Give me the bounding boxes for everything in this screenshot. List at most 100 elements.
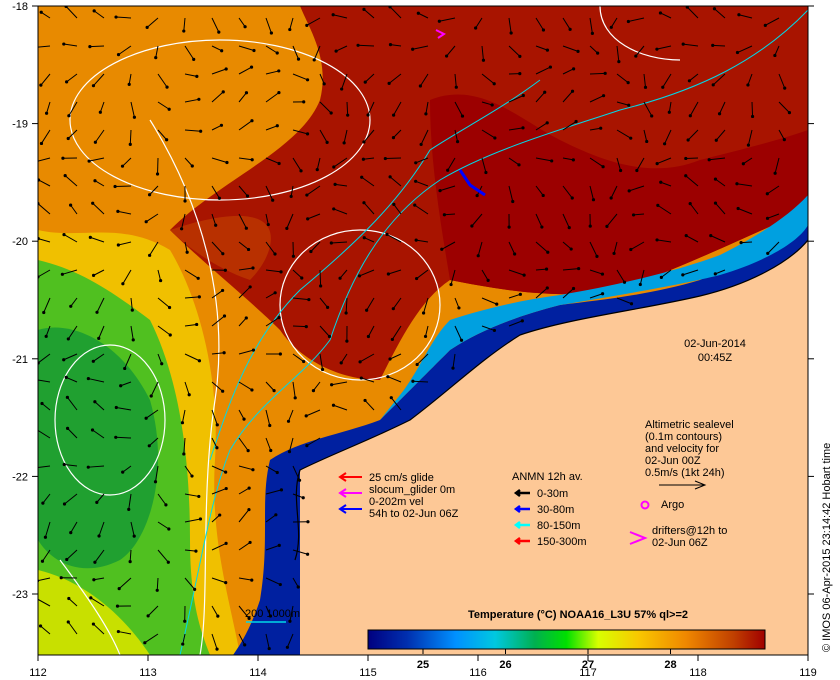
velocity-arrow-head [305,23,309,27]
velocity-arrow [157,269,162,281]
velocity-arrow [331,241,348,244]
velocity-arrow-head [492,328,497,333]
velocity-arrow-head [520,319,524,323]
velocity-arrow [94,180,105,187]
velocity-arrow-head [149,394,153,398]
velocity-arrow-head [285,226,289,230]
velocity-arrow-head [97,336,101,340]
velocity-arrow [238,241,249,250]
velocity-arrow [715,178,726,187]
velocity-arrow-head [388,175,392,179]
glider-legend-line: 25 cm/s glide [369,472,434,484]
velocity-arrow-head [197,295,201,299]
lat-tick-label: -19 [12,119,28,131]
velocity-arrow-head [306,217,310,221]
velocity-arrow-head [296,57,301,61]
velocity-arrow [589,269,603,275]
velocity-arrow [656,239,672,243]
velocity-arrow [184,549,196,552]
velocity-arrow [184,241,188,253]
velocity-arrow-head [86,465,90,469]
velocity-arrow-head [711,83,715,87]
velocity-arrow [319,73,325,85]
velocity-arrow [238,577,252,581]
velocity-arrow-head [634,54,638,58]
velocity-arrow-head [160,362,164,366]
time-label: 00:45Z [698,352,733,364]
velocity-arrow-head [224,470,228,474]
velocity-arrow [589,127,601,131]
velocity-arrow [116,406,132,411]
velocity-arrow [689,101,699,116]
velocity-arrow-head [312,58,316,62]
anmn-arrow-icon [513,505,530,513]
velocity-arrow-head [685,6,689,9]
velocity-arrow-head [278,352,282,356]
velocity-arrow-head [168,333,172,337]
velocity-arrow-head [588,224,592,228]
velocity-arrow [93,10,105,19]
velocity-arrow [419,73,429,87]
velocity-arrow-head [246,449,250,453]
velocity-arrow [38,353,51,364]
velocity-arrow-head [131,338,135,342]
velocity-arrow-head [301,496,305,500]
velocity-arrow-head [90,428,95,432]
velocity-arrow [346,101,349,116]
velocity-arrow [682,269,699,276]
lon-tick-label: 119 [799,667,817,679]
altimetry-line: (0.1m contours) [645,431,722,443]
velocity-arrow [589,241,598,257]
velocity-arrow-head [88,44,92,49]
velocity-arrow [774,45,780,56]
velocity-arrow-head [215,423,219,427]
velocity-arrow-head [269,31,273,35]
velocity-arrow-head [196,276,200,280]
velocity-arrow [117,210,132,215]
velocity-arrow [129,129,132,145]
velocity-arrow-head [61,156,65,160]
velocity-arrow-head [279,488,284,492]
velocity-arrow-head [490,103,494,107]
velocity-arrow [265,213,269,225]
velocity-arrow [93,577,105,581]
velocity-arrow-head [115,604,120,608]
velocity-arrow-head [63,174,67,178]
velocity-arrow [450,269,456,285]
velocity-arrow [211,157,228,163]
velocity-arrow [183,437,186,454]
velocity-arrow-head [446,168,450,172]
velocity-arrow [343,129,348,143]
velocity-arrow-head [250,119,254,123]
velocity-arrow [40,625,51,635]
velocity-arrow-head [224,541,228,546]
velocity-arrow [290,185,294,197]
velocity-arrow [363,157,375,160]
velocity-arrow-head [180,421,185,425]
velocity-arrow-head [116,53,121,57]
velocity-arrow [778,73,786,89]
velocity-arrow-head [95,310,99,314]
velocity-arrow [145,409,159,419]
velocity-arrow [292,129,308,135]
velocity-arrow [157,73,168,88]
velocity-arrow [211,605,219,617]
velocity-arrow-head [591,198,596,202]
velocity-arrow [115,436,132,439]
velocity-arrow [562,185,573,199]
velocity-arrow-head [626,81,630,85]
velocity-arrow [562,268,579,271]
velocity-arrow-head [222,351,226,355]
velocity-arrow [98,521,105,537]
velocity-arrow [685,235,699,243]
velocity-arrow-head [143,641,147,645]
velocity-arrow [367,325,375,337]
velocity-arrow-head [681,273,685,277]
velocity-arrow-head [214,223,218,227]
velocity-arrow-head [224,486,228,491]
velocity-arrow-head [667,110,671,114]
velocity-arrow [68,598,78,607]
velocity-arrow-head [91,201,95,205]
velocity-arrow-head [750,114,755,119]
